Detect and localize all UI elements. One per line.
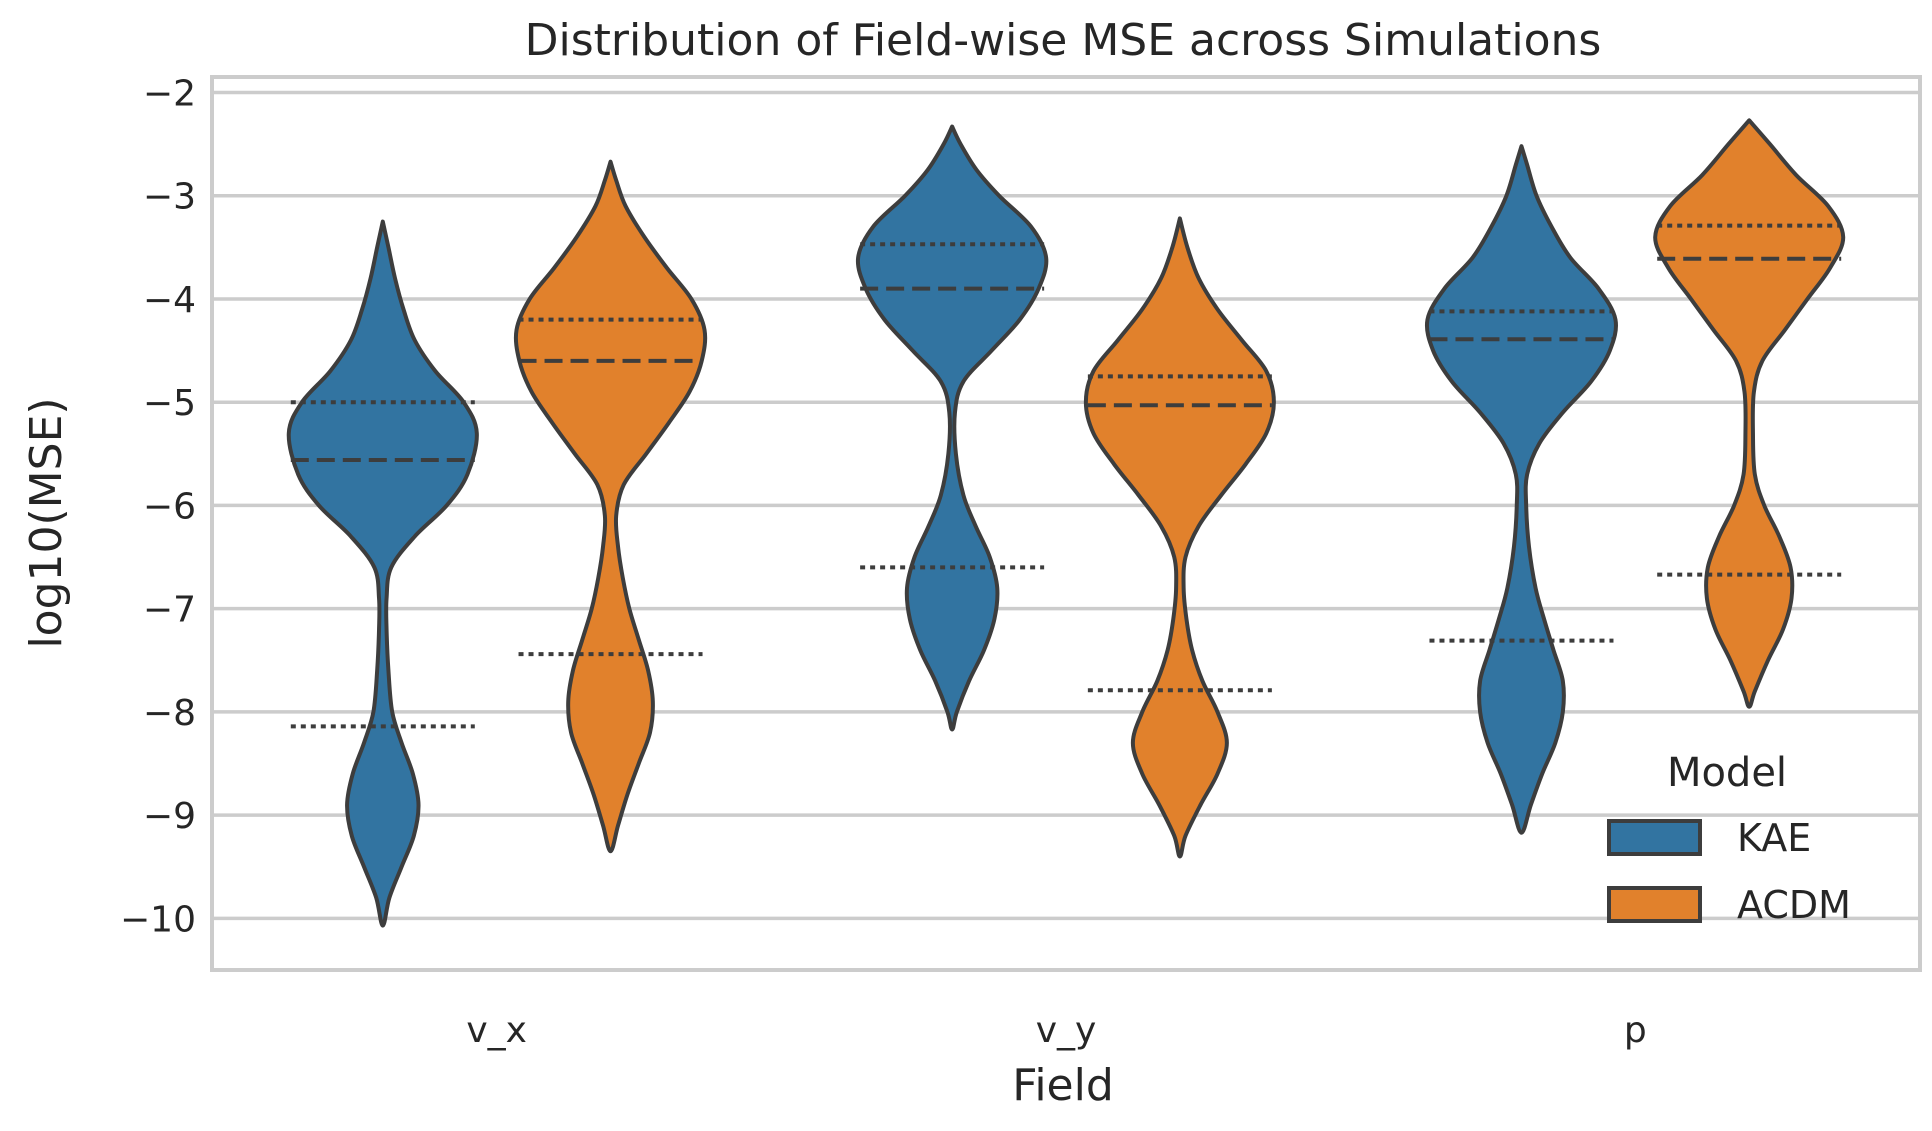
y-tick-label: −6 [143, 486, 196, 527]
x-tick-label: v_y [1036, 1010, 1097, 1051]
y-tick-label: −3 [143, 177, 196, 218]
gridlines [212, 90, 1920, 921]
y-tick-label: −10 [120, 899, 196, 940]
violin-kae-p [1424, 144, 1618, 835]
y-tick-label: −9 [143, 796, 196, 837]
y-tick-label: −2 [143, 73, 196, 114]
y-tick-labels: −10 −9 −8 −7 −6 −5 −4 −3 −2 [120, 73, 196, 940]
chart-title: Distribution of Field-wise MSE across Si… [525, 15, 1602, 66]
legend-label-acdm: ACDM [1737, 883, 1851, 927]
legend-swatch-acdm [1607, 886, 1702, 923]
violin-acdm-vy [1083, 216, 1276, 859]
y-tick-label: −4 [143, 280, 196, 321]
x-tick-label: p [1624, 1010, 1647, 1051]
legend-swatch-kae [1607, 819, 1702, 856]
x-tick-label: v_x [466, 1010, 527, 1051]
violin-kae-vy [855, 124, 1049, 732]
legend-label-kae: KAE [1737, 816, 1811, 860]
y-axis-label: log10(MSE) [21, 397, 72, 648]
y-tick-label: −7 [143, 590, 196, 631]
y-tick-label: −8 [143, 693, 196, 734]
x-tick-labels: v_x v_y p [466, 1010, 1646, 1051]
y-tick-label: −5 [143, 383, 196, 424]
violins [286, 118, 1846, 928]
legend: Model KAE ACDM [1607, 750, 1851, 927]
legend-title: Model [1667, 750, 1787, 796]
violin-acdm-vx [513, 159, 708, 854]
plot-frame [210, 75, 1922, 972]
violin-kae-vx [286, 219, 479, 928]
violin-acdm-p [1653, 118, 1846, 709]
x-axis-label: Field [1012, 1060, 1114, 1111]
